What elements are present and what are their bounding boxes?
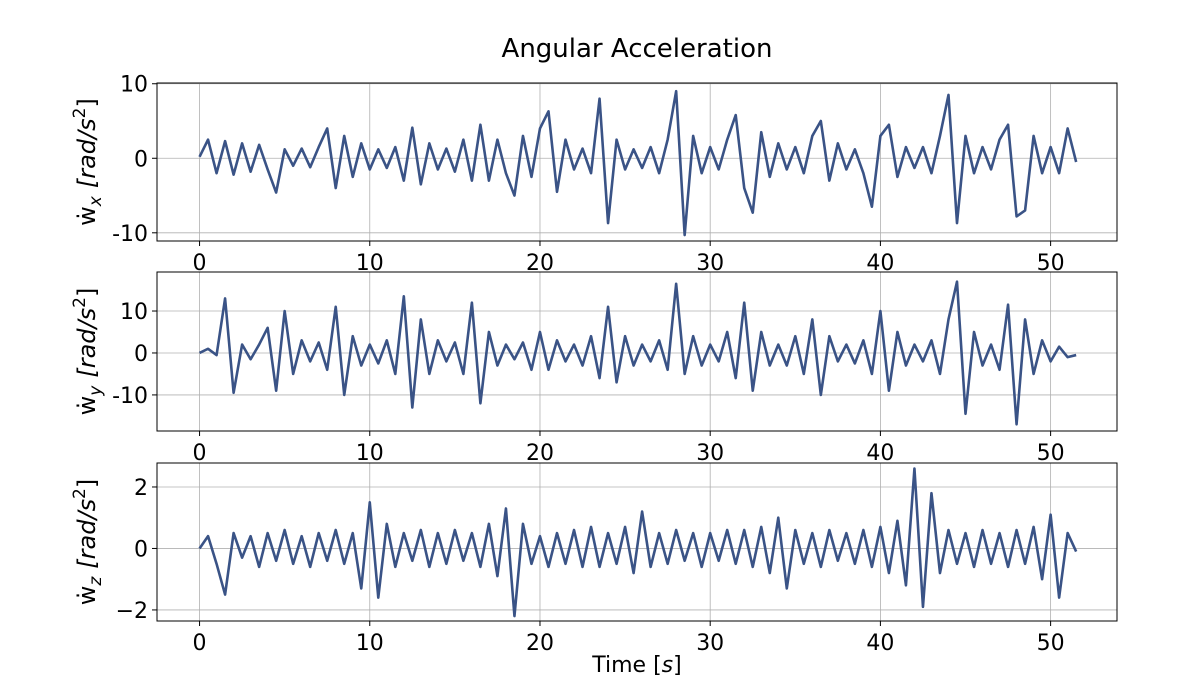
y-axis-label-part: [rad/s	[73, 499, 101, 569]
y-axis-label-part: 2	[70, 488, 90, 499]
x-axis-label-part: s	[662, 653, 673, 678]
axes-frame	[156, 271, 1118, 432]
x-tick-label: 50	[1037, 631, 1065, 656]
y-axis-label: ẇx [rad/s2]	[70, 98, 106, 226]
y-axis-label-part: x	[86, 195, 106, 207]
y-axis-label-part: 2	[70, 108, 90, 119]
y-tick-label: -10	[112, 222, 148, 247]
y-tick-label: -10	[112, 384, 148, 409]
x-axis-label: Time [s]	[591, 653, 681, 678]
y-tick-label: 0	[134, 537, 148, 562]
axes-frame	[156, 462, 1118, 622]
x-tick-label: 0	[193, 441, 207, 466]
x-tick-label: 30	[696, 441, 724, 466]
y-tick-label: 10	[120, 73, 148, 98]
y-axis-label-part: [rad/s	[73, 308, 101, 378]
y-axis-label-part: ]	[73, 98, 101, 107]
y-axis-label-part: z	[86, 576, 106, 587]
data-line	[198, 89, 1078, 237]
x-tick-label: 0	[193, 251, 207, 276]
x-axis-label-part: ]	[673, 653, 682, 678]
x-tick-label: 40	[866, 441, 894, 466]
y-tick-label: 10	[120, 300, 148, 325]
y-tick-label: 0	[134, 342, 148, 367]
x-tick-label: 50	[1037, 441, 1065, 466]
x-tick-label: 20	[526, 441, 554, 466]
y-axis-label-part: ]	[73, 288, 101, 297]
y-axis-label-part: ]	[73, 479, 101, 488]
y-tick-label: −2	[116, 599, 148, 624]
x-tick-label: 10	[356, 441, 384, 466]
y-tick-label: 2	[134, 476, 148, 501]
x-tick-label: 30	[696, 631, 724, 656]
x-tick-label: 20	[526, 631, 554, 656]
x-tick-label: 10	[356, 631, 384, 656]
y-axis-label-part: ẇ	[73, 206, 101, 226]
y-axis-label-part: 2	[70, 297, 90, 308]
x-tick-label: 0	[193, 631, 207, 656]
y-axis-label: ẇz [rad/s2]	[70, 479, 106, 606]
x-axis-label-part: Time [	[591, 653, 661, 678]
data-line	[198, 280, 1077, 426]
axes-frame	[156, 82, 1118, 242]
y-axis-label-part: [rad/s	[73, 118, 101, 188]
y-axis-label-part: ẇ	[73, 396, 101, 416]
data-line	[198, 467, 1078, 618]
chart-title: Angular Acceleration	[502, 34, 773, 64]
y-tick-label: 0	[134, 147, 148, 172]
y-axis-label: ẇy [rad/s2]	[70, 288, 106, 416]
y-axis-label-part: y	[86, 385, 106, 397]
x-tick-label: 40	[866, 631, 894, 656]
y-axis-label-part: ẇ	[73, 586, 101, 606]
